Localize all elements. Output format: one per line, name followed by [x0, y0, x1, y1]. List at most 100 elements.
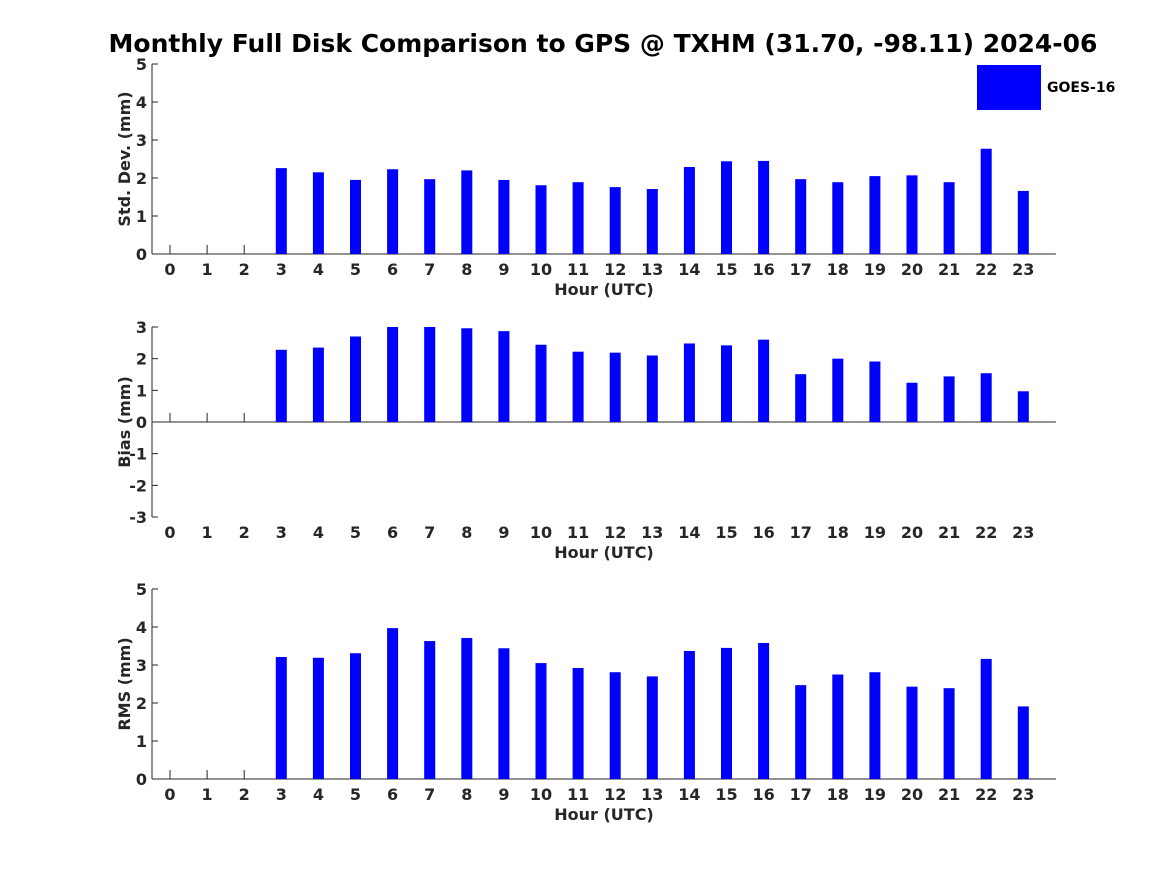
- x-tick-label: 5: [350, 260, 361, 279]
- bar-15: [721, 345, 732, 422]
- x-tick-label: 21: [938, 260, 960, 279]
- bar-12: [609, 187, 621, 254]
- bar-9: [498, 331, 510, 422]
- x-tick-label: 9: [498, 785, 509, 804]
- chart-title: Monthly Full Disk Comparison to GPS @ TX…: [109, 29, 1098, 58]
- x-tick-label: 18: [827, 523, 849, 542]
- x-tick-label: 14: [678, 260, 700, 279]
- x-tick-label: 4: [313, 523, 324, 542]
- bar-4: [312, 347, 324, 422]
- x-tick-label: 23: [1012, 260, 1034, 279]
- x-tick-label: 13: [641, 785, 663, 804]
- y-tick-label: 5: [136, 580, 147, 599]
- bar-20: [906, 686, 918, 779]
- bar-18: [832, 674, 844, 779]
- bar-21: [943, 688, 955, 779]
- bar-17: [795, 374, 807, 422]
- x-tick-label: 22: [975, 785, 997, 804]
- y-tick-label: -3: [129, 508, 147, 527]
- bar-11: [572, 182, 584, 254]
- bar-8: [461, 328, 473, 422]
- y-tick-label: 3: [136, 131, 147, 150]
- bar-14: [683, 166, 695, 254]
- x-tick-label: 11: [567, 785, 589, 804]
- x-tick-label: 12: [604, 785, 626, 804]
- x-tick-label: 3: [276, 260, 287, 279]
- x-tick-label: 20: [901, 260, 923, 279]
- x-tick-label: 23: [1012, 785, 1034, 804]
- x-tick-label: 0: [164, 260, 175, 279]
- x-tick-label: 17: [790, 523, 812, 542]
- bar-22: [980, 658, 992, 779]
- bar-16: [758, 642, 770, 779]
- x-tick-label: 9: [498, 523, 509, 542]
- bar-21: [943, 182, 955, 254]
- bar-3: [275, 657, 287, 779]
- x-tick-label: 10: [530, 260, 552, 279]
- x-tick-label: 10: [530, 523, 552, 542]
- x-tick-label: 15: [715, 523, 737, 542]
- bar-13: [646, 189, 658, 254]
- x-tick-label: 14: [678, 785, 700, 804]
- bar-18: [832, 182, 844, 254]
- legend-swatch: [977, 65, 1041, 110]
- bar-22: [980, 148, 992, 254]
- y-tick-label: 4: [136, 618, 147, 637]
- x-tick-label: 1: [202, 785, 213, 804]
- bar-13: [646, 355, 658, 422]
- x-tick-label: 20: [901, 523, 923, 542]
- bar-19: [869, 361, 881, 422]
- x-tick-label: 19: [864, 785, 886, 804]
- x-tick-label: 4: [313, 260, 324, 279]
- x-tick-label: 19: [864, 260, 886, 279]
- bar-16: [758, 160, 770, 254]
- bar-5: [350, 179, 361, 254]
- x-tick-label: 9: [498, 260, 509, 279]
- x-tick-label: 18: [827, 260, 849, 279]
- x-tick-label: 5: [350, 785, 361, 804]
- bar-4: [312, 172, 324, 254]
- x-tick-label: 3: [276, 785, 287, 804]
- bar-8: [461, 638, 473, 779]
- bar-23: [1017, 391, 1029, 422]
- x-tick-label: 2: [239, 523, 250, 542]
- x-axis-label: Hour (UTC): [554, 805, 654, 824]
- x-tick-label: 11: [567, 260, 589, 279]
- bar-13: [646, 676, 658, 779]
- bar-11: [572, 351, 584, 422]
- bar-7: [424, 641, 436, 779]
- bar-6: [387, 628, 399, 779]
- bar-4: [312, 657, 324, 779]
- y-tick-label: 5: [136, 55, 147, 74]
- x-tick-label: 0: [164, 523, 175, 542]
- x-tick-label: 5: [350, 523, 361, 542]
- bar-20: [906, 175, 918, 254]
- x-tick-label: 7: [424, 785, 435, 804]
- bar-7: [424, 327, 436, 422]
- x-tick-label: 13: [641, 523, 663, 542]
- x-tick-label: 8: [461, 523, 472, 542]
- x-tick-label: 11: [567, 523, 589, 542]
- x-tick-label: 19: [864, 523, 886, 542]
- x-tick-label: 22: [975, 523, 997, 542]
- x-tick-label: 2: [239, 785, 250, 804]
- bar-16: [758, 339, 770, 422]
- y-axis-label: Std. Dev. (mm): [115, 91, 134, 226]
- bar-23: [1017, 190, 1029, 254]
- y-tick-label: 0: [136, 413, 147, 432]
- y-tick-label: 2: [136, 350, 147, 369]
- bar-9: [498, 179, 510, 254]
- x-tick-label: 8: [461, 260, 472, 279]
- bar-10: [535, 663, 547, 779]
- bar-7: [424, 179, 436, 254]
- x-tick-label: 3: [276, 523, 287, 542]
- bar-3: [275, 168, 287, 254]
- bar-6: [387, 327, 399, 422]
- y-axis-label: Bias (mm): [115, 376, 134, 468]
- y-tick-label: -2: [129, 476, 147, 495]
- y-tick-label: 1: [136, 732, 147, 751]
- legend-label: GOES-16: [1047, 80, 1115, 96]
- x-tick-label: 22: [975, 260, 997, 279]
